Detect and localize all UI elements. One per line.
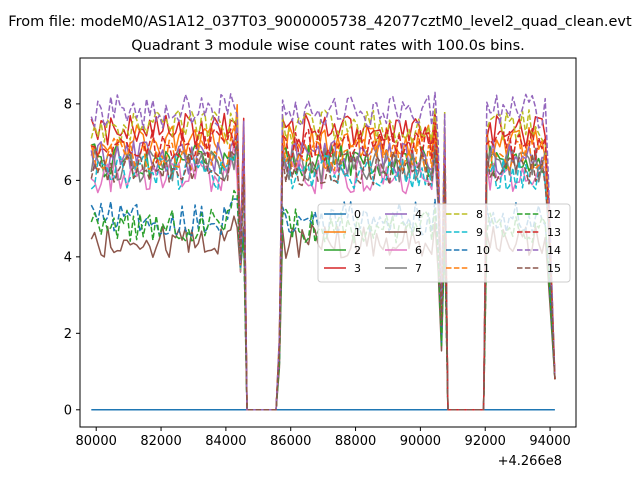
x-tick-label: 88000 — [335, 434, 376, 449]
legend-label-15: 15 — [547, 262, 561, 275]
x-tick-label: 92000 — [465, 434, 506, 449]
legend-box — [317, 203, 571, 283]
legend-label-9: 9 — [476, 226, 483, 239]
legend-label-10: 10 — [476, 244, 490, 257]
legend-label-11: 11 — [476, 262, 490, 275]
legend-label-0: 0 — [354, 208, 361, 221]
legend-label-14: 14 — [547, 244, 561, 257]
legend-label-5: 5 — [415, 226, 422, 239]
legend-label-7: 7 — [415, 262, 422, 275]
x-tick-label: 84000 — [205, 434, 246, 449]
x-offset-label: +4.266e8 — [498, 454, 562, 469]
legend-label-3: 3 — [354, 262, 361, 275]
legend-label-1: 1 — [354, 226, 361, 239]
figure-suptitle: From file: modeM0/AS1A12_037T03_90000057… — [8, 14, 632, 30]
legend-label-8: 8 — [476, 208, 483, 221]
y-tick-label: 6 — [64, 174, 72, 189]
series-line-15 — [90, 143, 556, 411]
plot-frame — [79, 57, 577, 428]
x-tick-label: 82000 — [140, 434, 181, 449]
x-tick-label: 80000 — [76, 434, 117, 449]
chart-title: Quadrant 3 module wise count rates with … — [131, 38, 525, 54]
legend-label-2: 2 — [354, 244, 361, 257]
axis-ticks: 80000 82000 84000 86000 88000 90000 92000 94000… — [64, 97, 571, 449]
y-tick-label: 4 — [64, 250, 72, 265]
y-tick-label: 8 — [64, 97, 72, 112]
x-tick-label: 94000 — [529, 434, 570, 449]
x-tick-label: 86000 — [270, 434, 311, 449]
series-line-13 — [91, 126, 556, 411]
legend-label-13: 13 — [547, 226, 561, 239]
legend-label-6: 6 — [415, 244, 422, 257]
legend-label-12: 12 — [547, 208, 561, 221]
y-tick-label: 2 — [64, 327, 72, 342]
legend-label-4: 4 — [415, 208, 422, 221]
y-tick-label: 0 — [64, 403, 72, 418]
x-tick-label: 90000 — [400, 434, 441, 449]
